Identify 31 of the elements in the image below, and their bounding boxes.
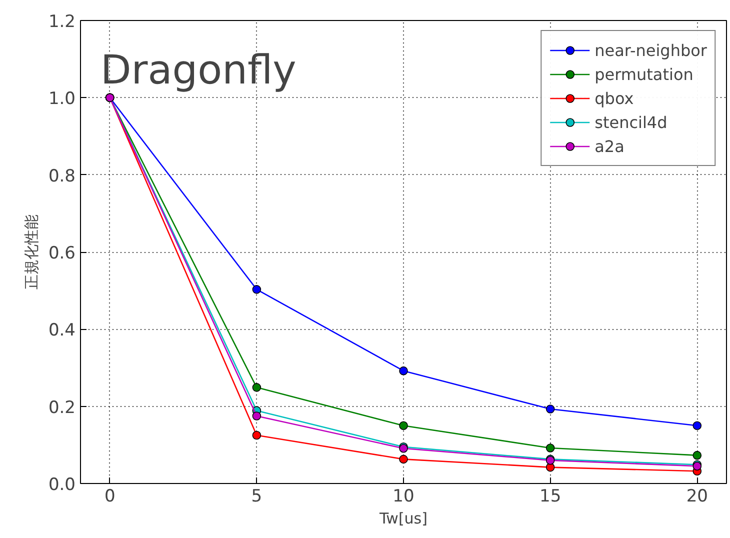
x-tick-label: 10: [392, 486, 414, 506]
point: [546, 404, 555, 414]
point: [399, 454, 408, 464]
y-axis-title: 正規化性能: [22, 214, 40, 290]
x-tick-label: 15: [540, 486, 562, 506]
legend-label: qbox: [594, 88, 634, 109]
x-tick-label: 20: [686, 486, 708, 506]
point: [252, 412, 262, 420]
point: [692, 450, 702, 460]
legend-label: a2a: [594, 136, 624, 157]
y-tick-label: 0.4: [48, 320, 76, 341]
point: [252, 285, 262, 294]
legend-label: near-neighbor: [594, 40, 707, 61]
y-tick-label: 0.8: [48, 166, 76, 186]
annotation: Dragonfly: [100, 48, 296, 94]
y-tick-label: 0.0: [48, 475, 76, 495]
point: [399, 366, 408, 376]
point: [546, 444, 555, 452]
y-tick-label: 1.2: [48, 12, 76, 32]
legend-label: stencil4d: [594, 112, 668, 133]
x-tick-label: 5: [251, 486, 262, 506]
point: [252, 383, 262, 392]
y-tick-label: 0.6: [48, 244, 76, 264]
y-tick-label: 1.0: [48, 89, 76, 110]
legend-label: permutation: [594, 64, 694, 85]
point: [399, 421, 408, 430]
x-axis-title: Tw[us]: [378, 510, 428, 528]
point: [252, 430, 262, 440]
x-tick-label: 0: [104, 486, 116, 506]
y-tick-label: 0.2: [48, 398, 76, 418]
point: [692, 421, 702, 430]
